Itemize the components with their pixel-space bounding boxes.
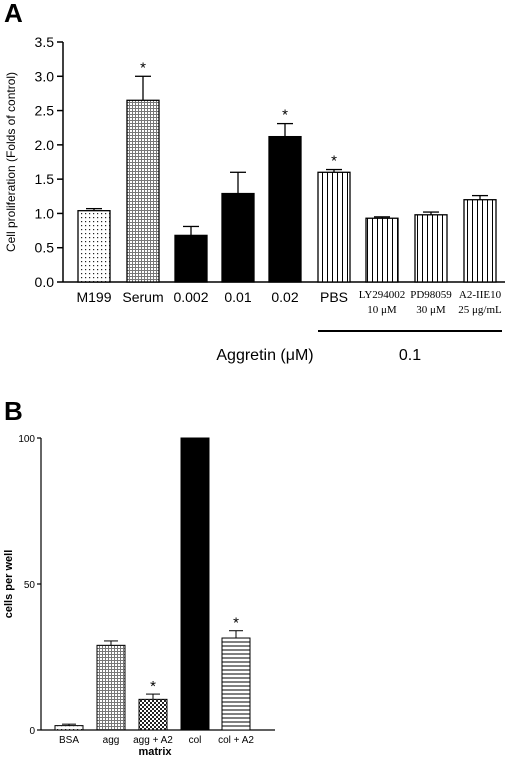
y-axis-label-a: Cell proliferation (Folds of control) — [4, 72, 18, 252]
y-tick-label-a: 3.5 — [35, 34, 55, 50]
y-tick-label-a: 2.5 — [35, 103, 55, 119]
group-label-concentration: 0.1 — [399, 347, 421, 364]
bar-b — [96, 644, 126, 731]
significance-marker-a: * — [282, 107, 288, 124]
category-label-a: M199 — [76, 289, 111, 305]
bar-b — [180, 437, 210, 731]
significance-marker-b: * — [233, 615, 239, 632]
y-tick-label-b: 0 — [29, 726, 35, 737]
y-tick-label-a: 2.0 — [35, 137, 55, 153]
y-tick-label-a: 0.5 — [35, 240, 55, 256]
bars-b: BSA agg * agg + A2 col * col + A2 — [54, 437, 254, 746]
category-label-a: 0.02 — [271, 289, 298, 305]
category-sublabel-a: 10 μM — [367, 304, 397, 316]
bars-a: M199 * Serum 0.002 0.01 * 0.02 * PBS LY294002 10 μ… — [76, 59, 502, 316]
panel-a: Cell proliferation (Folds of control) 0.… — [4, 34, 505, 364]
bar-a — [317, 171, 351, 283]
significance-marker-a: * — [140, 59, 146, 76]
y-tick-label-a: 0.0 — [35, 274, 55, 290]
y-tick-label-a: 1.5 — [35, 171, 55, 187]
bar-b — [138, 698, 168, 731]
bar-a — [221, 192, 255, 283]
panel-letter-b: B — [4, 396, 23, 426]
category-sublabel-a: 25 μg/mL — [458, 304, 502, 316]
bar-a — [463, 199, 497, 283]
category-label-a: LY294002 — [359, 289, 406, 301]
bar-b — [221, 637, 251, 731]
category-label-a: 0.002 — [173, 289, 208, 305]
panel-b: cells per well 0 50 100 BSA agg * agg + A2 col… — [3, 434, 275, 758]
y-tick-label-a: 1.0 — [35, 205, 55, 221]
significance-marker-b: * — [150, 678, 156, 695]
bar-a — [365, 217, 399, 283]
category-label-a: A2-IIE10 — [459, 289, 502, 301]
y-axis-label-b: cells per well — [3, 550, 15, 618]
x-axis-label-b: matrix — [138, 746, 172, 758]
y-tick-label-b: 100 — [18, 434, 35, 445]
category-label-a: 0.01 — [224, 289, 251, 305]
panel-letter-a: A — [4, 0, 23, 28]
y-tick-label-a: 3.0 — [35, 68, 55, 84]
bar-a — [268, 135, 302, 283]
category-label-b: agg — [103, 735, 120, 746]
category-label-b: col — [189, 735, 202, 746]
category-label-b: col + A2 — [218, 735, 254, 746]
y-tick-label-b: 50 — [24, 580, 36, 591]
bar-a — [414, 214, 448, 283]
category-label-a: PBS — [320, 289, 348, 305]
bar-a — [174, 234, 208, 283]
category-label-b: BSA — [59, 735, 79, 746]
category-label-a: PD98059 — [410, 289, 452, 301]
category-label-b: agg + A2 — [133, 735, 173, 746]
bar-a — [77, 210, 111, 283]
bar-b — [54, 725, 84, 731]
category-sublabel-a: 30 μM — [416, 304, 446, 316]
bar-a — [126, 99, 160, 283]
significance-marker-a: * — [331, 153, 337, 170]
category-label-a: Serum — [122, 289, 163, 305]
x-axis-label-a: Aggretin (μM) — [216, 347, 313, 364]
